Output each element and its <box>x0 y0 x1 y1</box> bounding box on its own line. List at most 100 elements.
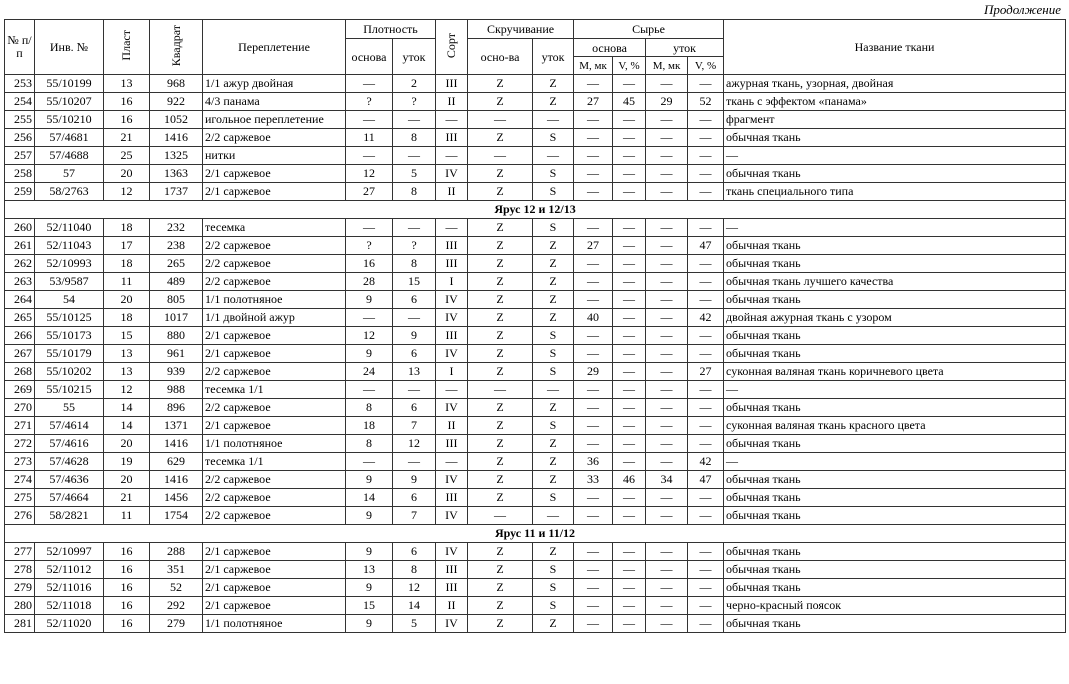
table-row: 264 54 20 805 1/1 полотняное 9 6 IV Z Z — — — — обычна… <box>4 290 1067 309</box>
cell-sort: II <box>435 416 469 435</box>
cell-raw-warp-v: — <box>612 236 647 255</box>
cell-weave: 2/2 саржевое <box>202 128 346 147</box>
table-row: 257 57/4688 25 1325 нитки — — — — — — — — — — <box>4 146 1067 165</box>
table-row: 268 55/10202 13 939 2/2 саржевое 24 13 I Z S 29— —2… <box>4 362 1067 381</box>
cell-plast: 16 <box>103 542 150 561</box>
cell-density-warp: 18 <box>345 416 393 435</box>
cell-twist-weft: Z <box>532 254 575 273</box>
cell-twist-weft: Z <box>532 434 575 453</box>
cell-inv: 57 <box>34 164 104 183</box>
cell-twist-warp: Z <box>467 128 534 147</box>
cell-twist-weft: S <box>532 326 575 345</box>
cell-twist-warp: Z <box>467 272 534 291</box>
cell-density-weft: ? <box>391 236 437 255</box>
cell-kvadrat: 1416 <box>149 128 203 147</box>
continuation-caption: Продолжение <box>983 2 1061 17</box>
cell-weave: тесемка <box>202 218 346 237</box>
cell-plast: 12 <box>103 182 150 201</box>
cell-raw-warp-m: — <box>573 164 614 183</box>
cell-kvadrat: 1416 <box>149 470 203 489</box>
table-row: 273 57/4628 19 629 тесемка 1/1— — — Z Z 36— —42— <box>4 452 1067 471</box>
cell-inv: 57/4614 <box>34 416 104 435</box>
cell-twist-warp: Z <box>467 470 534 489</box>
cell-plast: 16 <box>103 92 150 111</box>
cell-density-weft: 8 <box>391 182 437 201</box>
cell-density-warp: 14 <box>345 488 393 507</box>
cell-raw-weft-v: — <box>687 182 725 201</box>
table-row: 260 52/11040 18 232 тесемка — — — Z S — — — — — <box>4 218 1067 237</box>
cell-kvadrat: 968 <box>149 74 203 93</box>
cell-fabric-name: обычная ткань <box>723 326 1067 345</box>
cell-kvadrat: 52 <box>149 578 203 597</box>
cell-sort: — <box>435 218 469 237</box>
cell-twist-warp: Z <box>467 488 534 507</box>
cell-fabric-name: обычная ткань <box>723 236 1067 255</box>
cell-raw-warp-m: — <box>573 380 614 399</box>
cell-fabric-name: двойная ажурная ткань с узором <box>723 308 1067 327</box>
cell-num: 259 <box>4 182 35 201</box>
cell-kvadrat: 939 <box>149 362 203 381</box>
cell-raw-weft-m: — <box>645 506 689 525</box>
cell-raw-warp-m: — <box>573 416 614 435</box>
cell-kvadrat: 265 <box>149 254 203 273</box>
cell-raw-weft-v: 42 <box>687 308 725 327</box>
cell-kvadrat: 1371 <box>149 416 203 435</box>
cell-raw-weft-m: — <box>645 434 689 453</box>
cell-plast: 13 <box>103 362 150 381</box>
cell-raw-weft-v: — <box>687 380 725 399</box>
cell-raw-warp-m: — <box>573 614 614 633</box>
cell-sort: I <box>435 362 469 381</box>
cell-raw-weft-m: — <box>645 380 689 399</box>
cell-raw-warp-m: — <box>573 110 614 129</box>
cell-kvadrat: 1052 <box>149 110 203 129</box>
cell-sort: III <box>435 488 469 507</box>
cell-twist-weft: Z <box>532 452 575 471</box>
cell-inv: 57/4616 <box>34 434 104 453</box>
cell-inv: 55/10202 <box>34 362 104 381</box>
cell-weave: 2/2 саржевое <box>202 254 346 273</box>
cell-raw-warp-v: — <box>612 308 647 327</box>
cell-density-weft: 6 <box>391 344 437 363</box>
cell-density-weft: 9 <box>391 326 437 345</box>
cell-num: 273 <box>4 452 35 471</box>
cell-twist-weft: S <box>532 344 575 363</box>
cell-raw-warp-v: — <box>612 182 647 201</box>
cell-kvadrat: 1017 <box>149 308 203 327</box>
cell-plast: 16 <box>103 578 150 597</box>
cell-density-weft: — <box>391 218 437 237</box>
cell-density-weft: 6 <box>391 488 437 507</box>
cell-twist-warp: Z <box>467 362 534 381</box>
cell-raw-warp-v: — <box>612 416 647 435</box>
cell-density-weft: 8 <box>391 254 437 273</box>
cell-num: 272 <box>4 434 35 453</box>
cell-raw-warp-m: — <box>573 344 614 363</box>
cell-sort: III <box>435 74 469 93</box>
cell-sort: IV <box>435 344 469 363</box>
cell-twist-warp: Z <box>467 416 534 435</box>
cell-density-warp: 9 <box>345 542 393 561</box>
cell-num: 255 <box>4 110 35 129</box>
cell-sort: III <box>435 236 469 255</box>
cell-plast: 14 <box>103 398 150 417</box>
section-title: Ярус 11 и 11/12 <box>3 524 1067 543</box>
cell-raw-warp-m: — <box>573 434 614 453</box>
cell-twist-weft: S <box>532 596 575 615</box>
cell-raw-warp-m: — <box>573 128 614 147</box>
cell-twist-weft: Z <box>532 92 575 111</box>
table-row: 281 52/11020 16 279 1/1 полотняное 9 5 IV Z Z — — — —… <box>4 614 1067 633</box>
cell-weave: тесемка 1/1 <box>202 380 346 399</box>
cell-density-warp: ? <box>345 92 393 111</box>
cell-fabric-name: обычная ткань <box>723 506 1067 525</box>
table-row: 261 52/11043 17 238 2/2 саржевое?? III Z Z 27— —4… <box>4 236 1067 255</box>
cell-raw-weft-m: — <box>645 272 689 291</box>
cell-weave: 1/1 полотняное <box>202 614 346 633</box>
cell-num: 268 <box>4 362 35 381</box>
cell-sort: II <box>435 596 469 615</box>
cell-raw-weft-m: — <box>645 362 689 381</box>
cell-kvadrat: 279 <box>149 614 203 633</box>
cell-weave: нитки <box>202 146 346 165</box>
cell-fabric-name: обычная ткань <box>723 578 1067 597</box>
cell-raw-warp-m: — <box>573 560 614 579</box>
cell-twist-weft: Z <box>532 272 575 291</box>
cell-density-weft: — <box>391 308 437 327</box>
